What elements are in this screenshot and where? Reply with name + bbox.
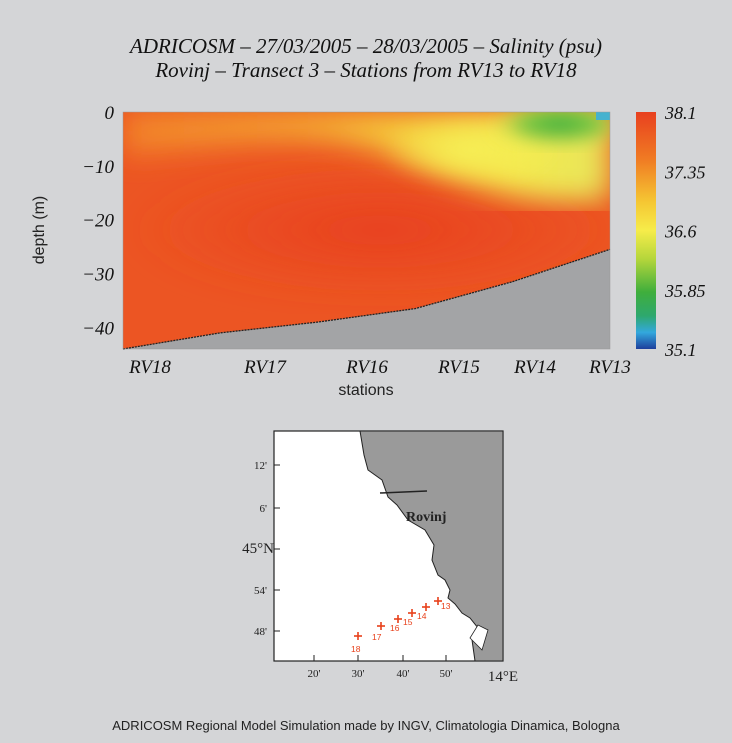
map-lat-label: 54': [254, 585, 267, 597]
colorbar-tick-label: 36.6: [664, 222, 697, 242]
seabed-area: [123, 249, 610, 349]
chart-title: ADRICOSM – 27/03/2005 – 28/03/2005 – Sal…: [130, 34, 602, 58]
x-axis-label: stations: [338, 382, 393, 399]
station-label: 14: [417, 611, 427, 621]
station-marker: 14: [417, 603, 430, 621]
istria-coast: [359, 430, 504, 662]
station-marker: 18: [351, 632, 362, 654]
station-label: 18: [351, 644, 361, 654]
map-lat-label: 48': [254, 626, 267, 638]
station-label: 15: [403, 617, 413, 627]
map-lon-label: 40': [397, 668, 410, 680]
x-tick-label: RV18: [128, 357, 171, 378]
y-tick-label: −30: [82, 265, 114, 286]
x-tick-label: RV16: [345, 357, 388, 378]
seabed-line: [122, 248, 611, 350]
inset-map: 12' 6' 45°N 54' 48' 20' 30' 40' 50' 14°E Rovinj 1…: [242, 430, 518, 685]
colorbar: [636, 112, 656, 349]
station-label: 13: [441, 601, 451, 611]
station-label: 16: [390, 623, 400, 633]
x-tick-label: RV13: [588, 357, 631, 378]
footer-credit: ADRICOSM Regional Model Simulation made …: [112, 718, 620, 733]
station-marker: 15: [403, 609, 416, 627]
y-axis-ticks: 0 −10 −20 −30 −40: [82, 103, 114, 339]
station-marker: 13: [434, 597, 451, 611]
x-axis-ticks: RV18 RV17 RV16 RV15 RV14 RV13: [128, 357, 631, 378]
chart-subtitle: Rovinj – Transect 3 – Stations from RV13…: [155, 58, 577, 82]
map-lat-label: 12': [254, 460, 267, 472]
y-tick-label: −20: [82, 211, 114, 232]
x-tick-label: RV17: [243, 357, 287, 378]
map-lon-label: 14°E: [488, 669, 518, 685]
x-tick-label: RV15: [437, 357, 480, 378]
rovinj-label: Rovinj: [406, 510, 446, 525]
colorbar-tick-label: 38.1: [664, 103, 697, 123]
seabed: [122, 248, 611, 350]
y-tick-label: −10: [82, 157, 114, 178]
station-label: 17: [372, 632, 382, 642]
map-lon-label: 50': [440, 668, 453, 680]
map-lat-label: 6': [260, 503, 268, 515]
y-axis-label: depth (m): [31, 196, 48, 264]
station-marker: 17: [372, 622, 385, 642]
colorbar-tick-label: 35.1: [664, 340, 697, 360]
colorbar-ticks: 38.1 37.35 36.6 35.85 35.1: [664, 103, 706, 360]
colorbar-tick-label: 35.85: [664, 281, 706, 301]
x-tick-label: RV14: [513, 357, 556, 378]
y-tick-label: −40: [82, 318, 114, 339]
map-lon-label: 20': [308, 668, 321, 680]
y-tick-label: 0: [105, 103, 115, 124]
map-lat-label: 45°N: [242, 541, 274, 557]
map-lon-label: 30': [352, 668, 365, 680]
station-marker: 16: [390, 615, 402, 633]
colorbar-tick-label: 37.35: [664, 162, 706, 182]
